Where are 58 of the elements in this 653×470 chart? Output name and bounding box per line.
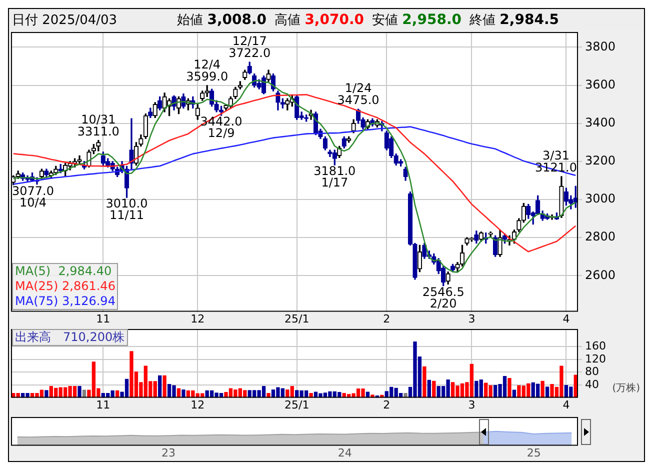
x-tick-label: 4: [562, 312, 570, 326]
x-tick-label: 3: [468, 312, 476, 326]
y-tick-label: 3200: [585, 154, 616, 168]
y-tick-label: 3600: [585, 77, 616, 92]
bar: [404, 392, 408, 398]
text: 終値 2,984.5: [470, 10, 559, 28]
text: MA(5) 2,984.40: [15, 264, 113, 279]
y-axis-title: (万株): [612, 382, 640, 395]
annotation: 1/24 3475.0: [337, 81, 380, 108]
x-tick-label: 25/1: [284, 398, 310, 412]
x-tick-label: 11: [96, 398, 110, 412]
bar: [422, 366, 426, 398]
annotation: 12/4 3599.0: [186, 58, 228, 84]
bar: [508, 378, 512, 398]
x-tick-label: 25/1: [284, 312, 310, 326]
x-tick-label: 2: [383, 398, 390, 412]
text: MA(25) 2,861.46: [15, 279, 116, 294]
y-tick-label: 80: [585, 365, 599, 378]
x-tick-label: 2: [383, 312, 390, 326]
chart-title: 出来高 710,200株: [12, 329, 128, 346]
bar: [162, 375, 166, 398]
bar: [309, 392, 313, 398]
x-tick-label: 24: [338, 446, 352, 460]
x-tick-label: 12: [190, 312, 205, 326]
annotation: 10/31 3311.0: [77, 112, 120, 138]
bar: [545, 386, 550, 398]
text: 高値 3,070.0: [274, 10, 364, 28]
y-tick-label: 3400: [585, 115, 616, 130]
x-tick-label: 4: [562, 398, 570, 412]
text: 始値 3,008.0: [177, 10, 267, 28]
annotation: 2546.5 2/20: [422, 284, 464, 310]
bar: [78, 386, 82, 398]
annotation: 3010.0 11/11: [106, 196, 148, 222]
x-tick-label: 3: [468, 398, 476, 412]
x-tick-label: 11: [96, 312, 110, 326]
y-tick-label: 2800: [585, 230, 616, 244]
x-tick-label: 25: [526, 446, 541, 460]
x-tick-label: 12: [190, 398, 205, 412]
y-tick-label: 2600: [585, 268, 616, 282]
y-tick-label: 40: [585, 378, 599, 391]
annotation: 3077.0 10/4: [12, 184, 54, 210]
y-tick-label: 120: [585, 352, 606, 366]
chart-title: 日付 2025/04/03: [12, 12, 118, 28]
y-tick-label: 3000: [585, 192, 616, 206]
bar: [540, 380, 544, 398]
annotation: 12/17 3722.0: [228, 34, 271, 60]
bar: [158, 375, 162, 398]
x-tick-label: 23: [162, 446, 176, 460]
bar: [427, 380, 431, 398]
text: MA(75) 3,126.94: [15, 294, 116, 309]
bar: [44, 390, 48, 398]
y-tick-label: 160: [585, 339, 606, 352]
bar: [266, 392, 270, 398]
annotation: 3181.0 1/17: [314, 164, 356, 190]
y-tick-label: 3800: [585, 39, 616, 54]
bar: [432, 380, 436, 398]
bar: [182, 389, 186, 398]
text: 安値 2,958.0: [372, 10, 462, 28]
